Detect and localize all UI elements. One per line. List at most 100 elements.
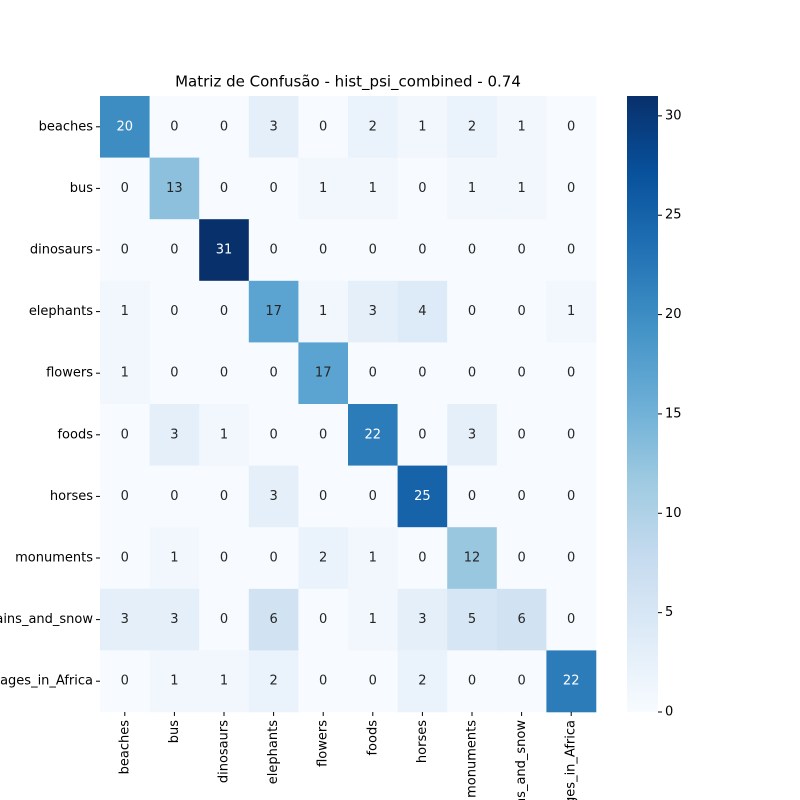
- cell-label: 22: [563, 674, 580, 689]
- x-tick-label: mountains_and_snow: [514, 720, 529, 800]
- heatmap-cell: [496, 157, 547, 220]
- heatmap-cell: [248, 588, 299, 651]
- cell-label: 1: [517, 181, 525, 196]
- heatmap-cell: [149, 219, 200, 282]
- heatmap-cell: [397, 588, 448, 651]
- heatmap-cell: [248, 280, 299, 343]
- cell-label: 0: [170, 366, 178, 381]
- heatmap-cell: [397, 404, 448, 466]
- cell-label: 1: [517, 119, 525, 134]
- heatmap-cell: [496, 219, 547, 282]
- heatmap-cell: [298, 588, 349, 651]
- cell-label: 6: [517, 612, 525, 627]
- cell-label: 1: [319, 181, 327, 196]
- cell-label: 0: [567, 119, 575, 134]
- heatmap-cell: [348, 219, 398, 282]
- cell-label: 0: [319, 427, 327, 442]
- heatmap-cell: [298, 219, 349, 282]
- cell-label: 5: [468, 612, 476, 627]
- heatmap-cell: [348, 404, 398, 466]
- heatmap-cell: [298, 465, 349, 528]
- heatmap-cell: [348, 527, 398, 590]
- cell-label: 2: [369, 119, 377, 134]
- y-tick-label: flowers: [46, 366, 93, 381]
- cell-label: 0: [319, 119, 327, 134]
- heatmap-cell: [149, 157, 200, 220]
- heatmap-cell: [447, 650, 498, 713]
- heatmap-cell: [199, 465, 250, 528]
- heatmap-cell: [447, 280, 498, 343]
- heatmap-cell: [447, 527, 498, 590]
- x-tick-label: dinosaurs: [217, 720, 232, 783]
- cell-label: 0: [220, 612, 228, 627]
- cell-label: 0: [170, 119, 178, 134]
- heatmap-cell: [546, 465, 597, 528]
- heatmap-cell: [199, 650, 250, 713]
- cell-label: 25: [414, 489, 431, 504]
- colorbar-tick-label: 15: [665, 406, 682, 421]
- cell-label: 0: [170, 243, 178, 258]
- y-tick-label: bus: [70, 181, 93, 196]
- heatmap-cell: [496, 588, 547, 651]
- cell-label: 0: [418, 551, 426, 566]
- heatmap-cell: [100, 342, 150, 405]
- x-tick-label: foods: [365, 720, 380, 756]
- heatmap-cell: [199, 588, 250, 651]
- x-tick-label: people_and_villages_in_Africa: [564, 720, 579, 800]
- heatmap-cell: [447, 96, 498, 158]
- cell-label: 17: [315, 366, 332, 381]
- cell-label: 1: [170, 551, 178, 566]
- cell-label: 0: [418, 366, 426, 381]
- x-tick-label: beaches: [117, 720, 132, 775]
- heatmap-cell: [100, 96, 150, 158]
- heatmap-cell: [248, 527, 299, 590]
- x-tick-label: bus: [167, 720, 182, 743]
- heatmap-cell: [100, 588, 150, 651]
- heatmap-cell: [298, 404, 349, 466]
- cell-label: 17: [265, 304, 282, 319]
- heatmap-cell: [199, 404, 250, 466]
- heatmap-cell: [496, 96, 547, 158]
- heatmap-cell: [447, 404, 498, 466]
- cell-label: 0: [121, 243, 129, 258]
- cell-label: 0: [369, 243, 377, 258]
- y-tick-label: dinosaurs: [30, 243, 93, 258]
- cell-label: 13: [166, 181, 183, 196]
- cell-label: 0: [220, 489, 228, 504]
- cell-label: 0: [269, 181, 277, 196]
- heatmap-cell: [447, 342, 498, 405]
- cell-label: 0: [517, 427, 525, 442]
- heatmap-cell: [100, 650, 150, 713]
- cell-label: 0: [468, 366, 476, 381]
- cell-label: 0: [319, 612, 327, 627]
- cell-label: 0: [269, 551, 277, 566]
- heatmap-cell: [100, 527, 150, 590]
- y-tick-label: mountains_and_snow: [0, 612, 93, 627]
- heatmap-cell: [496, 527, 547, 590]
- cell-label: 0: [319, 489, 327, 504]
- heatmap-cell: [298, 280, 349, 343]
- colorbar-tick-label: 10: [665, 506, 682, 521]
- chart-title: Matriz de Confusão - hist_psi_combined -…: [175, 73, 521, 92]
- cell-label: 1: [170, 674, 178, 689]
- heatmap-cell: [546, 219, 597, 282]
- cell-label: 1: [220, 674, 228, 689]
- heatmap-cell: [447, 157, 498, 220]
- cell-label: 3: [269, 489, 277, 504]
- heatmap-cell: [149, 342, 200, 405]
- y-tick-label: people_and_villages_in_Africa: [0, 674, 93, 689]
- heatmap-cell: [546, 588, 597, 651]
- cell-label: 0: [567, 366, 575, 381]
- cell-label: 1: [369, 551, 377, 566]
- cell-label: 0: [517, 489, 525, 504]
- cell-label: 0: [121, 551, 129, 566]
- cell-label: 0: [418, 181, 426, 196]
- heatmap-cell: [100, 404, 150, 466]
- heatmap-cell: [348, 588, 398, 651]
- cell-label: 1: [319, 304, 327, 319]
- heatmap-cell: [397, 157, 448, 220]
- cell-label: 1: [418, 119, 426, 134]
- heatmap-cell: [496, 650, 547, 713]
- cell-label: 0: [567, 612, 575, 627]
- x-tick-label: horses: [415, 720, 430, 763]
